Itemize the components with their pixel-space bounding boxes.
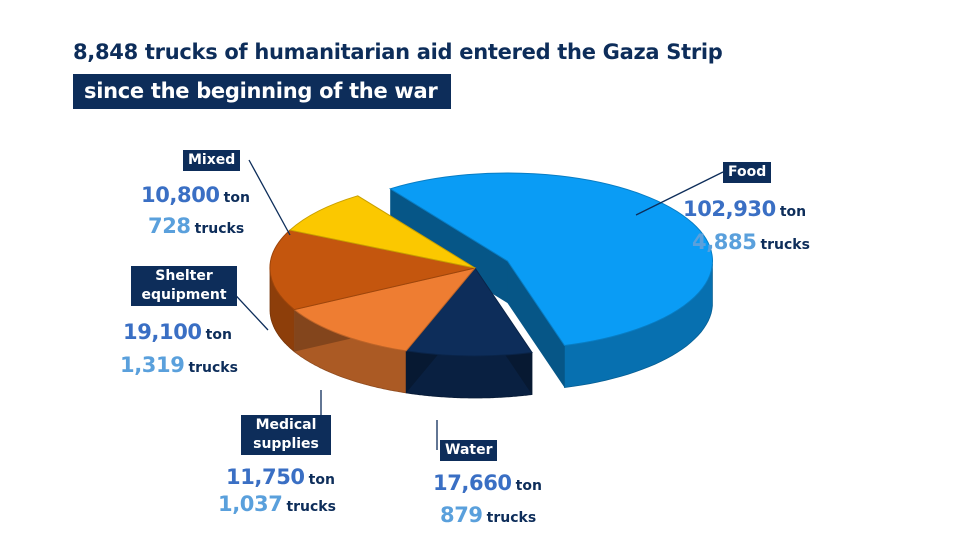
medical-supplies-ton-value: 11,750 ton: [226, 465, 335, 489]
shelter-equipment-ton-value: 19,100 ton: [123, 320, 232, 344]
pie-tops: [269, 172, 713, 357]
shelter-equipment-label: Shelter equipment: [131, 266, 237, 306]
chart-title-line-2: since the beginning of the war: [73, 74, 452, 109]
food-leader-line: [635, 171, 724, 216]
food-slice: [388, 172, 713, 347]
food-cut-face-1: [507, 261, 565, 388]
mixed-trucks-value: 728 trucks: [148, 214, 245, 238]
water-ton-value: 17,660 ton: [433, 471, 542, 495]
medical-supplies-trucks-value: 1,037 trucks: [218, 492, 336, 516]
food-trucks-value: 4,885 trucks: [692, 230, 810, 254]
food-ton-value: 102,930 ton: [683, 197, 807, 221]
shelter-equipment-slice: [269, 229, 476, 311]
mixed-ton-value: 10,800 ton: [141, 183, 250, 207]
mixed-leader-line: [248, 159, 291, 236]
water-slice: [405, 267, 533, 357]
food-label: Food: [723, 162, 772, 183]
water-trucks-value: 879 trucks: [440, 503, 537, 527]
medical-supplies-label: Medical supplies: [241, 415, 331, 455]
water-label: Water: [440, 440, 498, 461]
mixed-label: Mixed: [183, 150, 241, 171]
mixed-slice: [288, 195, 476, 269]
medical-supplies-slice: [293, 267, 477, 352]
shelter-equipment-trucks-value: 1,319 trucks: [120, 353, 238, 377]
chart-title-line-1: 8,848 trucks of humanitarian aid entered…: [73, 40, 723, 64]
